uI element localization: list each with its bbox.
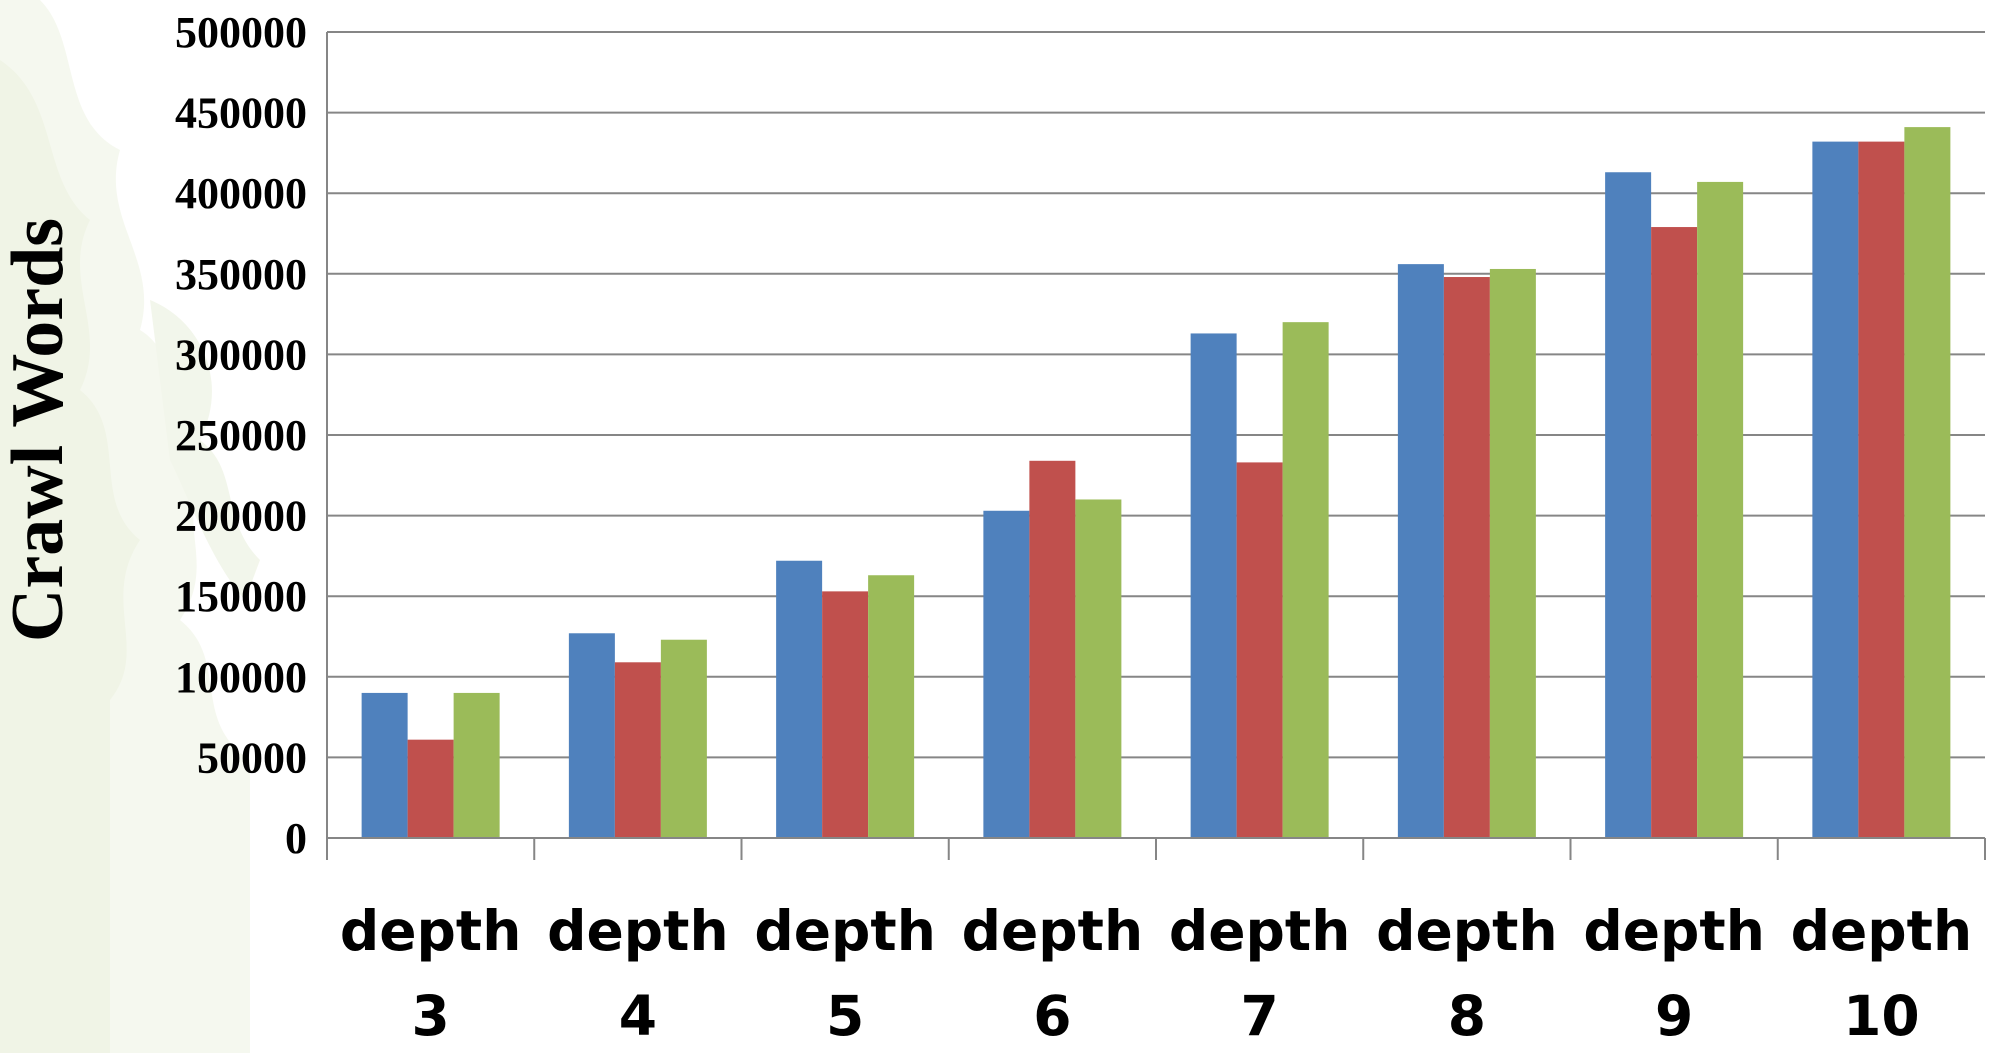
bar-series-3 bbox=[1697, 181, 1744, 838]
x-tick-label: depth 7 bbox=[1169, 899, 1351, 1048]
background-tree-illustration bbox=[0, 0, 260, 1053]
bar-series-3 bbox=[453, 692, 500, 838]
x-tick-label-line: 6 bbox=[1033, 984, 1071, 1048]
y-tick-label: 50000 bbox=[197, 733, 307, 782]
x-tick-label: depth 8 bbox=[1376, 899, 1558, 1048]
axes bbox=[326, 32, 1986, 860]
bar-series-2 bbox=[1651, 227, 1698, 838]
bar-series-2 bbox=[407, 739, 454, 838]
x-tick-label-line: depth bbox=[1169, 899, 1351, 963]
bar-series-1 bbox=[776, 560, 823, 838]
bar-series-3 bbox=[1282, 322, 1329, 838]
x-tick-label-line: 9 bbox=[1655, 984, 1693, 1048]
y-tick-label: 200000 bbox=[175, 492, 307, 541]
x-tick-label-line: 10 bbox=[1843, 984, 1920, 1048]
bar-series-2 bbox=[614, 662, 661, 838]
y-axis-label: Crawl Words bbox=[0, 218, 79, 642]
bar-series-2 bbox=[822, 591, 869, 838]
x-tick-label-line: 4 bbox=[619, 984, 657, 1048]
bar-series-2 bbox=[1443, 277, 1490, 838]
bar-series-3 bbox=[1904, 127, 1951, 838]
x-tick-label-line: 7 bbox=[1240, 984, 1278, 1048]
x-tick-label-line: 8 bbox=[1448, 984, 1486, 1048]
bar-series-2 bbox=[1029, 460, 1076, 838]
x-tick-label-line: depth bbox=[1583, 899, 1765, 963]
x-tick-label: depth 10 bbox=[1791, 899, 1973, 1048]
x-tick-label: depth 4 bbox=[547, 899, 729, 1048]
bar-series-2 bbox=[1236, 462, 1283, 838]
x-tick-label-line: depth bbox=[547, 899, 729, 963]
bar-series-1 bbox=[1812, 141, 1859, 839]
y-tick-label: 450000 bbox=[175, 89, 307, 138]
y-tick-labels: 0 50000 100000 150000 200000 250000 300000 3500… bbox=[175, 8, 307, 863]
bar-series-1 bbox=[1605, 172, 1652, 838]
bar-series-2 bbox=[1858, 141, 1905, 839]
bars bbox=[361, 127, 1951, 839]
x-tick-label-line: depth bbox=[1791, 899, 1973, 963]
bar-series-1 bbox=[568, 633, 615, 838]
bar-series-1 bbox=[361, 692, 408, 838]
x-tick-label-line: depth bbox=[340, 899, 522, 963]
bar-series-3 bbox=[868, 575, 915, 838]
x-tick-label-line: 3 bbox=[411, 984, 449, 1048]
bar-series-1 bbox=[1190, 333, 1237, 838]
bar-series-3 bbox=[1489, 268, 1536, 838]
x-tick-label-line: depth bbox=[754, 899, 936, 963]
y-tick-label: 100000 bbox=[175, 653, 307, 702]
y-tick-label: 0 bbox=[285, 814, 307, 863]
y-tick-label: 500000 bbox=[175, 8, 307, 57]
x-tick-label-line: 5 bbox=[826, 984, 864, 1048]
y-tick-label: 300000 bbox=[175, 330, 307, 379]
x-tick-label-line: depth bbox=[1376, 899, 1558, 963]
bar-series-3 bbox=[660, 639, 707, 838]
x-tick-label-line: depth bbox=[962, 899, 1144, 963]
x-tick-label: depth 3 bbox=[340, 899, 522, 1048]
y-tick-label: 250000 bbox=[175, 411, 307, 460]
x-tick-label: depth 5 bbox=[754, 899, 936, 1048]
y-tick-label: 400000 bbox=[175, 169, 307, 218]
x-tick-label: depth 9 bbox=[1583, 899, 1765, 1048]
bar-series-1 bbox=[983, 510, 1030, 838]
y-tick-label: 150000 bbox=[175, 572, 307, 621]
bar-series-1 bbox=[1397, 264, 1444, 838]
y-tick-label: 350000 bbox=[175, 250, 307, 299]
bar-series-3 bbox=[1075, 499, 1122, 838]
x-tick-label: depth 6 bbox=[962, 899, 1144, 1048]
